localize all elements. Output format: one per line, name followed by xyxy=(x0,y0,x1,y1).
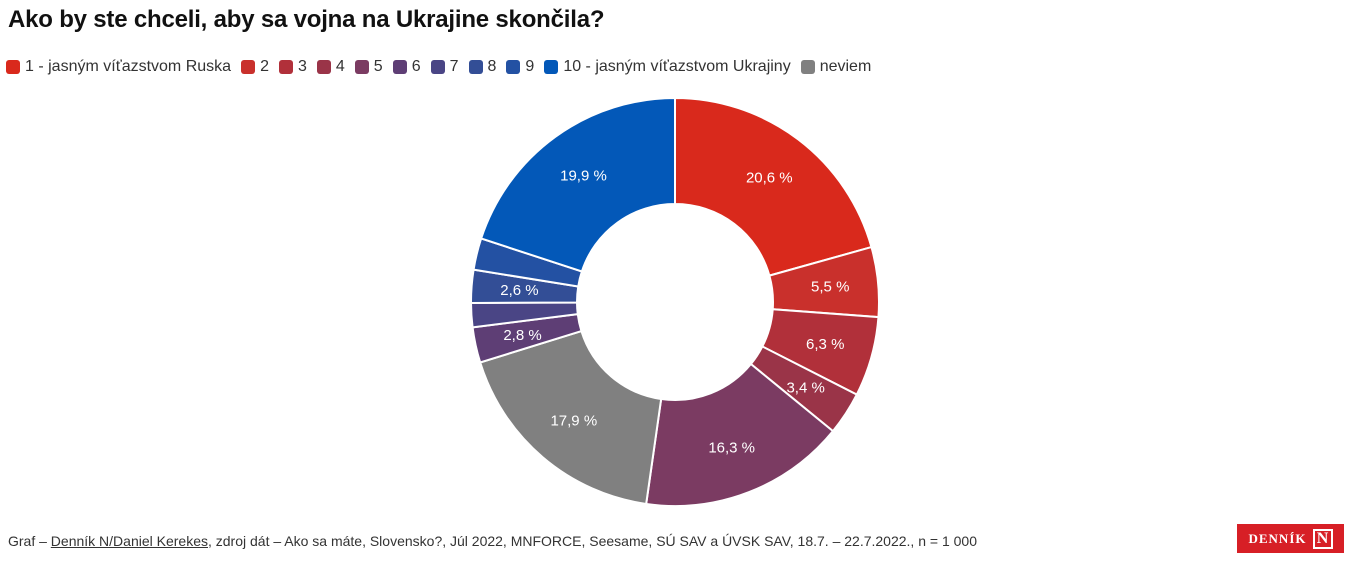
legend-swatch xyxy=(241,60,256,74)
slice-data-label: 20,6 % xyxy=(746,170,793,187)
legend-swatch xyxy=(6,60,20,74)
legend-label: 4 xyxy=(335,58,345,75)
slice-data-label: 3,4 % xyxy=(786,379,824,396)
legend-item[interactable]: 1 - jasným víťazstvom Ruska xyxy=(6,58,231,76)
legend-item[interactable]: 7 xyxy=(430,58,459,76)
chart-title: Ako by ste chceli, aby sa vojna na Ukraj… xyxy=(8,6,605,33)
legend-label: 2 xyxy=(260,58,269,75)
dennik-n-logo[interactable]: DENNÍK N xyxy=(1237,524,1344,553)
legend-item[interactable]: 10 - jasným víťazstvom Ukrajiny xyxy=(544,58,791,76)
legend-swatch xyxy=(544,60,559,74)
footer-source: , zdroj dát – Ako sa máte, Slovensko?, J… xyxy=(207,533,977,549)
slice-data-label: 2,8 % xyxy=(503,327,541,344)
legend-swatch xyxy=(354,60,369,74)
author-link[interactable]: Denník N/Daniel Kerekes xyxy=(50,533,208,549)
legend-item[interactable]: 9 xyxy=(506,58,534,76)
logo-n-mark: N xyxy=(1312,528,1333,549)
slice-data-label: 5,5 % xyxy=(811,279,849,296)
legend-swatch xyxy=(278,60,293,74)
donut-slice[interactable] xyxy=(674,96,873,277)
legend-label: 1 - jasným víťazstvom Ruska xyxy=(25,58,232,75)
legend-label: neviem xyxy=(819,58,872,75)
chart-legend: 1 - jasným víťazstvom Ruska 2 3 4 5 6 7 8 9 10 - … xyxy=(6,58,1347,76)
legend-label: 7 xyxy=(449,58,459,75)
donut-slice[interactable] xyxy=(645,362,835,507)
slice-data-label: 17,9 % xyxy=(550,413,597,430)
legend-swatch xyxy=(800,60,815,74)
legend-item[interactable]: 8 xyxy=(468,58,497,76)
footer-prefix: Graf – xyxy=(8,533,51,549)
legend-item[interactable]: 4 xyxy=(316,58,345,76)
legend-item[interactable]: 5 xyxy=(354,58,383,76)
legend-item[interactable]: 2 xyxy=(241,58,269,76)
donut-slice[interactable] xyxy=(478,329,663,506)
chart-footer: Graf – Denník N/Daniel Kerekes, zdroj dá… xyxy=(8,533,977,549)
legend-label: 10 - jasným víťazstvom Ukrajiny xyxy=(563,58,791,75)
legend-swatch xyxy=(316,60,331,74)
legend-label: 5 xyxy=(373,58,383,75)
logo-text: DENNÍK xyxy=(1248,530,1307,546)
legend-item[interactable]: neviem xyxy=(800,58,872,76)
legend-label: 9 xyxy=(525,58,535,75)
slice-data-label: 19,9 % xyxy=(560,168,607,185)
legend-label: 3 xyxy=(297,58,307,75)
slice-data-label: 2,6 % xyxy=(500,282,538,299)
donut-slice[interactable] xyxy=(479,96,676,273)
slice-data-label: 16,3 % xyxy=(708,439,755,456)
legend-item[interactable]: 3 xyxy=(278,58,307,76)
legend-swatch xyxy=(506,60,521,74)
slice-data-label: 6,3 % xyxy=(806,336,844,353)
legend-item[interactable]: 6 xyxy=(392,58,421,76)
legend-label: 8 xyxy=(487,58,497,75)
legend-label: 6 xyxy=(411,58,421,75)
legend-swatch xyxy=(430,60,445,74)
legend-swatch xyxy=(392,60,407,74)
legend-swatch xyxy=(468,60,483,74)
